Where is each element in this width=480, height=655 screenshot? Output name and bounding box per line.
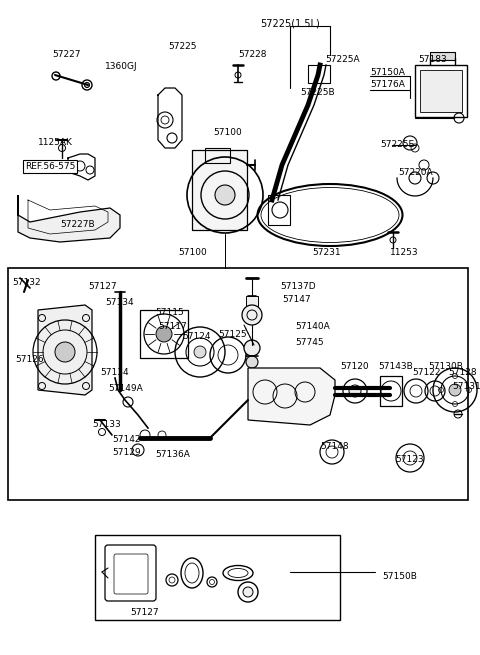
Text: 57225(1.5L): 57225(1.5L) (260, 18, 320, 28)
Text: 57137D: 57137D (280, 282, 316, 291)
Text: 1125AK: 1125AK (38, 138, 73, 147)
Text: 57136A: 57136A (155, 450, 190, 459)
Text: 57140A: 57140A (295, 322, 330, 331)
Text: 57220A: 57220A (398, 168, 432, 177)
Circle shape (55, 342, 75, 362)
Circle shape (243, 587, 253, 597)
Text: 57134: 57134 (100, 368, 129, 377)
Text: 1360GJ: 1360GJ (105, 62, 138, 71)
Polygon shape (248, 368, 335, 425)
Text: 57134: 57134 (105, 298, 133, 307)
Bar (205, 148, 230, 163)
Text: 57120: 57120 (340, 362, 369, 371)
Bar (380, 376, 402, 406)
Text: 57129: 57129 (112, 448, 141, 457)
Text: REF.56-575: REF.56-575 (25, 162, 75, 171)
Text: 57117: 57117 (158, 322, 187, 331)
Bar (95, 535, 340, 620)
Text: 11253: 11253 (390, 248, 419, 257)
Text: 57228: 57228 (238, 50, 266, 59)
Text: 57176A: 57176A (370, 80, 405, 89)
Text: 57225E: 57225E (380, 140, 414, 149)
Text: 57148: 57148 (320, 442, 348, 451)
Text: 57127: 57127 (130, 608, 158, 617)
Text: 57143B: 57143B (378, 362, 413, 371)
Text: 57142: 57142 (112, 435, 141, 444)
Text: 57132: 57132 (12, 278, 41, 287)
Circle shape (242, 305, 262, 325)
Circle shape (349, 385, 361, 397)
Text: 57227: 57227 (52, 50, 81, 59)
Text: 57126: 57126 (15, 355, 44, 364)
Circle shape (194, 346, 206, 358)
Circle shape (449, 384, 461, 396)
Bar (420, 70, 462, 112)
Text: 57149A: 57149A (108, 384, 143, 393)
Bar (192, 150, 247, 230)
Bar (308, 65, 330, 83)
Text: 57183: 57183 (418, 55, 447, 64)
Circle shape (156, 326, 172, 342)
Text: 57150B: 57150B (382, 572, 417, 581)
Text: 57227B: 57227B (60, 220, 95, 229)
Bar (268, 195, 290, 225)
Circle shape (246, 356, 258, 368)
Text: 57225A: 57225A (325, 55, 360, 64)
Text: 57115: 57115 (155, 308, 184, 317)
Text: 57100: 57100 (213, 128, 242, 137)
Circle shape (84, 83, 89, 88)
Text: 57225: 57225 (168, 42, 196, 51)
Text: 57133: 57133 (92, 420, 121, 429)
Text: 57122: 57122 (412, 368, 441, 377)
Circle shape (215, 185, 235, 205)
Text: 57127: 57127 (88, 282, 117, 291)
Polygon shape (18, 195, 120, 242)
Circle shape (244, 340, 260, 356)
Bar (415, 65, 467, 117)
Bar (430, 52, 455, 60)
Text: 57231: 57231 (312, 248, 341, 257)
Text: 57123: 57123 (395, 455, 424, 464)
Polygon shape (38, 305, 92, 395)
Bar (246, 296, 258, 306)
Text: 57100: 57100 (178, 248, 207, 257)
Text: 57147: 57147 (282, 295, 311, 304)
Text: 57130B: 57130B (428, 362, 463, 371)
Text: 57745: 57745 (295, 338, 324, 347)
Text: 57124: 57124 (182, 332, 211, 341)
Text: 57131: 57131 (452, 382, 480, 391)
Bar (8, 268, 468, 500)
Text: 57128: 57128 (448, 368, 477, 377)
Text: 57225B: 57225B (300, 88, 335, 97)
Text: 57150A: 57150A (370, 68, 405, 77)
Bar (140, 310, 188, 358)
Text: 57125: 57125 (218, 330, 247, 339)
